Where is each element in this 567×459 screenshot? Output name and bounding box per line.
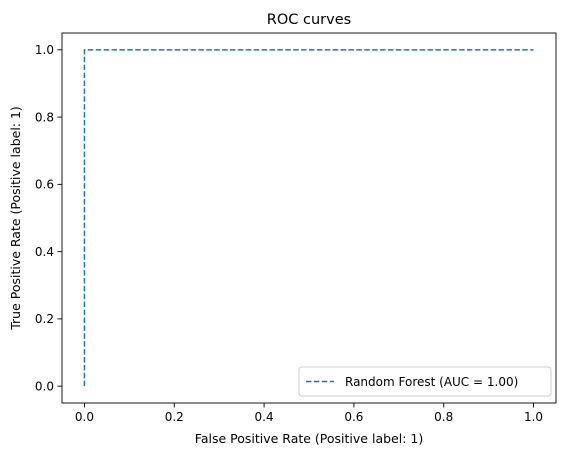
x-tick-label: 0.6 [344, 410, 363, 424]
y-tick-label: 1.0 [35, 43, 54, 57]
x-tick-label: 1.0 [524, 410, 543, 424]
chart-title: ROC curves [267, 12, 351, 28]
y-tick-label: 0.8 [35, 110, 54, 124]
legend-frame [298, 366, 552, 397]
x-tick-label: 0.0 [75, 410, 94, 424]
legend-label: Random Forest (AUC = 1.00) [345, 375, 518, 389]
plot-area: 0.0 0.2 0.4 0.6 0.8 1.0 0.0 0.2 0.4 0.6 0.8 1.0 [35, 32, 557, 424]
y-tick-label: 0.0 [35, 379, 54, 393]
y-tick-label: 0.4 [35, 245, 54, 259]
roc-curve-line [83, 49, 534, 387]
y-tick-label: 0.2 [35, 312, 54, 326]
x-axis-label: False Positive Rate (Positive label: 1) [195, 431, 423, 446]
axes-frame [61, 32, 557, 404]
x-tick-label: 0.2 [165, 410, 184, 424]
x-tick-label: 0.8 [434, 410, 453, 424]
legend: Random Forest (AUC = 1.00) [298, 366, 552, 397]
x-tick-label: 0.4 [255, 410, 274, 424]
y-axis-label: True Positive Rate (Positive label: 1) [8, 106, 23, 331]
y-tick-label: 0.6 [35, 178, 54, 192]
